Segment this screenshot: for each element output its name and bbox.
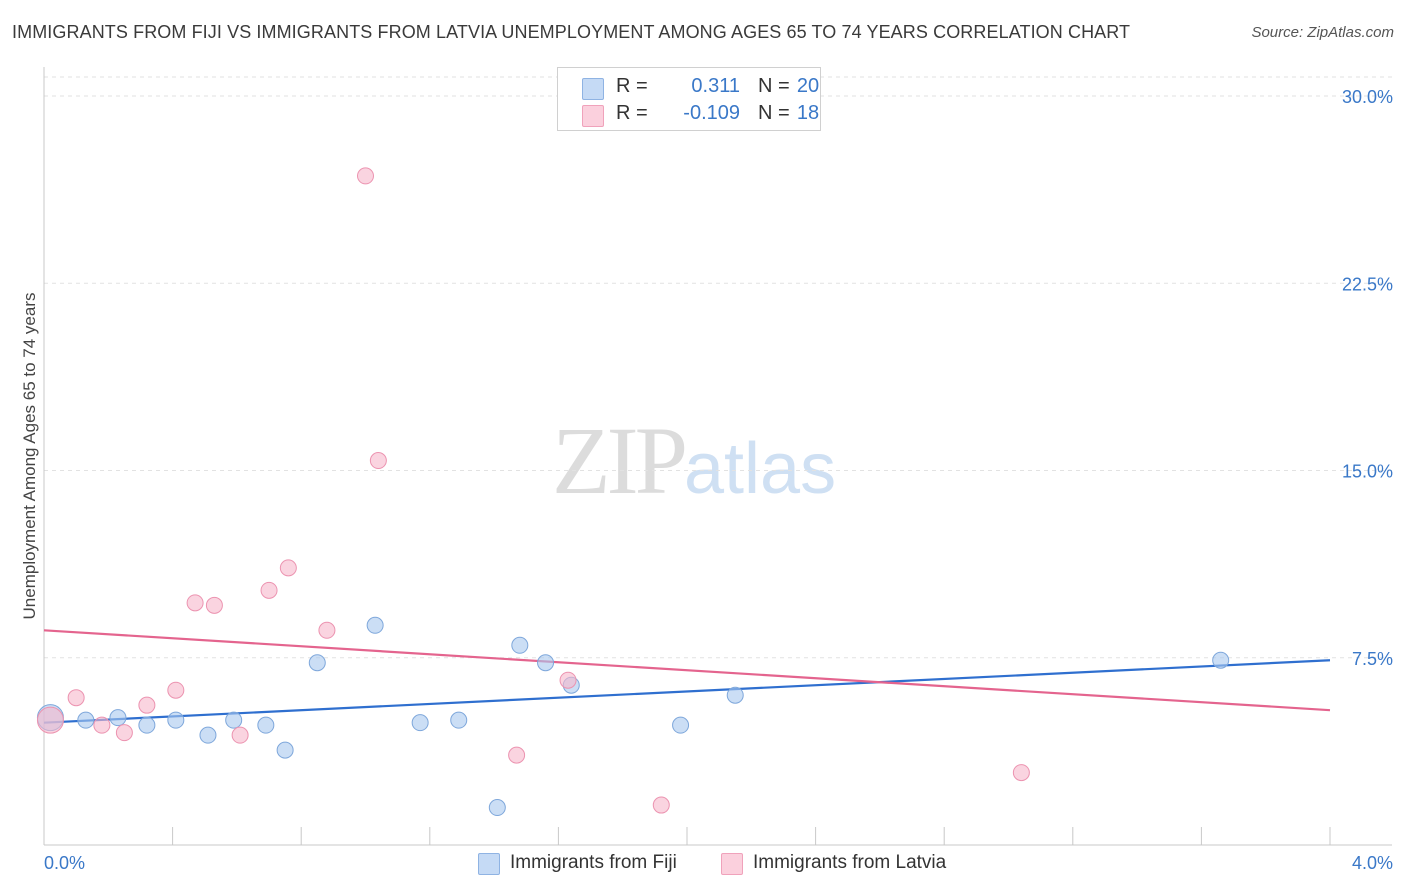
legend-r-label: R = (616, 102, 648, 124)
latvia-point (67, 689, 85, 707)
bottom-legend-swatch-fiji (478, 853, 500, 875)
fiji-point (276, 741, 294, 759)
source-label: Source: ZipAtlas.com (1251, 24, 1394, 41)
latvia-trend-line (43, 629, 1331, 712)
bottom-legend-label-latvia: Immigrants from Latvia (753, 852, 947, 873)
legend-r-value: 0.311 (691, 75, 740, 97)
fiji-point (77, 711, 95, 729)
legend-n-label: N = (758, 75, 790, 97)
legend-swatch-latvia (582, 105, 604, 127)
latvia-point (93, 716, 111, 734)
latvia-point (508, 746, 526, 764)
fiji-point (488, 799, 506, 817)
legend-r-label: R = (616, 75, 648, 97)
legend-r-value: -0.109 (683, 102, 740, 124)
watermark: ZIPatlas (552, 405, 836, 516)
fiji-point (672, 716, 690, 734)
fiji-point (167, 711, 185, 729)
fiji-point (257, 716, 275, 734)
fiji-point (308, 654, 326, 672)
y-tick-label: 15.0% (1342, 462, 1393, 482)
fiji-point (450, 711, 468, 729)
bottom-legend-swatch-latvia (721, 853, 743, 875)
latvia-point (231, 726, 249, 744)
fiji-point (225, 711, 243, 729)
fiji-point (511, 636, 529, 654)
y-tick-label: 22.5% (1342, 274, 1393, 294)
latvia-point (357, 167, 374, 185)
fiji-point (726, 686, 744, 704)
latvia-point (36, 706, 64, 734)
axes (43, 67, 1392, 846)
tick-labels: 7.5% 15.0% 22.5% 30.0% 0.0% 4.0% (44, 87, 1393, 873)
latvia-point (186, 594, 204, 612)
legend-n-value: 20 (796, 75, 820, 97)
fiji-point (537, 654, 555, 672)
fiji-point (366, 616, 384, 634)
latvia-point (260, 581, 278, 599)
watermark-atlas: atlas (684, 429, 837, 509)
watermark-zip: ZIP (552, 407, 688, 514)
latvia-point (138, 696, 156, 714)
latvia-point (1012, 764, 1030, 782)
y-tick-label: 7.5% (1352, 649, 1393, 669)
x-tick-label: 0.0% (44, 853, 85, 873)
latvia-point (115, 724, 133, 742)
fiji-point (138, 716, 156, 734)
trend-lines (43, 629, 1331, 724)
fiji-trend-line (43, 659, 1331, 724)
y-axis-title: Unemployment Among Ages 65 to 74 years (20, 293, 39, 620)
fiji-point (109, 709, 127, 727)
x-tick-label: 4.0% (1352, 853, 1393, 873)
latvia-point (279, 559, 297, 577)
correlation-legend: R = 0.311 N = 20 R = -0.109 N = 18 (557, 67, 821, 131)
gridlines (44, 76, 1392, 659)
bottom-legend-label-fiji: Immigrants from Fiji (510, 852, 677, 873)
latvia-point (559, 671, 577, 689)
legend-swatch-fiji (582, 78, 604, 100)
data-points (36, 167, 1230, 817)
fiji-point (411, 714, 429, 732)
chart-title: IMMIGRANTS FROM FIJI VS IMMIGRANTS FROM … (12, 22, 1131, 42)
legend-n-label: N = (758, 102, 790, 124)
latvia-point (205, 596, 223, 614)
latvia-point (318, 621, 336, 639)
latvia-point (369, 452, 387, 470)
latvia-point (167, 681, 185, 699)
legend-n-value: 18 (796, 102, 820, 124)
fiji-point (199, 726, 217, 744)
y-tick-label: 30.0% (1342, 87, 1393, 107)
fiji-point (1212, 651, 1230, 669)
latvia-point (652, 796, 670, 814)
